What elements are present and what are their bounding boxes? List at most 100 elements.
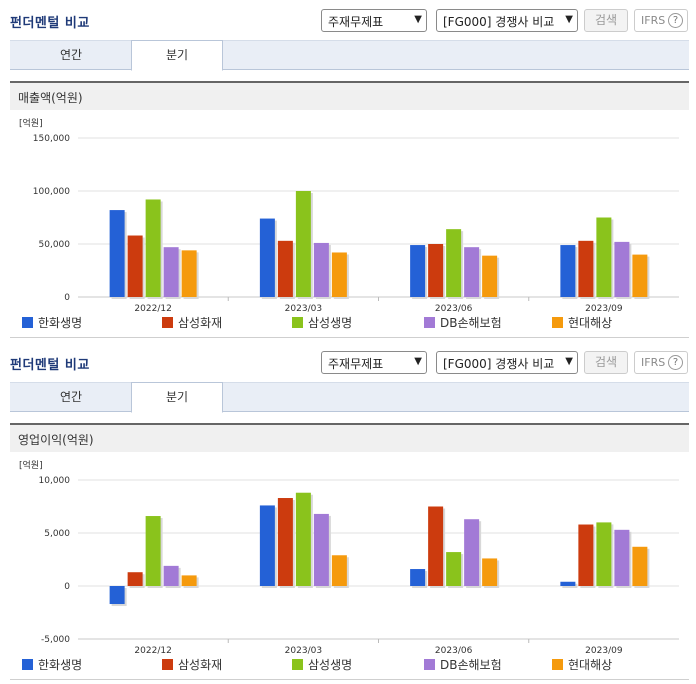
bar <box>331 555 347 586</box>
legend-swatch <box>552 317 563 328</box>
x-tick-label: 2023/06 <box>435 304 473 314</box>
bar <box>181 575 197 586</box>
bar <box>464 519 480 586</box>
legend-item: 삼성화재 <box>162 656 222 673</box>
peer-group-select[interactable]: [FG000] 경쟁사 비교 ▼ <box>436 351 578 374</box>
y-unit-label: [억원] <box>19 459 43 471</box>
tab-annual[interactable]: 연간 <box>59 48 83 62</box>
statement-type-select[interactable]: 주재무제표 ▼ <box>321 351 427 374</box>
search-button[interactable]: 검색 <box>584 9 628 32</box>
x-tick-label: 2023/09 <box>585 304 623 314</box>
bar <box>127 235 143 297</box>
search-button[interactable]: 검색 <box>584 351 628 374</box>
x-tick-label: 2023/03 <box>285 646 322 656</box>
bar <box>163 565 179 586</box>
bar <box>109 586 125 605</box>
bar <box>313 513 329 586</box>
bar <box>446 552 462 586</box>
legend-swatch <box>552 659 563 670</box>
bar <box>632 546 648 586</box>
y-tick-label: 5,000 <box>44 529 70 539</box>
x-tick-label: 2022/12 <box>134 304 171 314</box>
legend-swatch <box>22 317 33 328</box>
section-title: 펀더멘털 비교 <box>10 16 90 31</box>
bar <box>560 245 576 297</box>
bar <box>632 254 648 297</box>
bar <box>428 506 444 586</box>
y-tick-label: -5,000 <box>41 635 70 645</box>
legend-item: 삼성생명 <box>292 314 352 331</box>
operating-profit-chart-svg: [억원] -5,000 0 5,000 10,000 2022/12 2023/03 2023… <box>19 459 679 656</box>
bar <box>331 252 347 297</box>
bar <box>614 529 630 586</box>
period-tabs: 연간 분기 <box>10 382 689 413</box>
fundamental-section-operating-profit: 펀더멘털 비교 주재무제표 ▼ [FG000] 경쟁사 비교 ▼ 검색 IFRS? … <box>0 342 696 684</box>
legend-swatch <box>162 659 173 670</box>
bar <box>181 250 197 297</box>
section-title: 펀더멘털 비교 <box>10 358 90 373</box>
bar <box>482 255 498 297</box>
bar <box>109 210 125 297</box>
bar <box>410 569 426 586</box>
revenue-chart-svg: [억원] 0 50,000 100,000 150,000 2022/12 2023/03 2… <box>19 117 679 314</box>
bar <box>614 241 630 297</box>
ifrs-help-button[interactable]: IFRS? <box>634 9 688 32</box>
legend-item: 한화생명 <box>22 314 82 331</box>
bar <box>145 199 161 297</box>
bar <box>578 524 594 586</box>
chevron-down-icon: ▼ <box>565 356 573 367</box>
x-tick-label: 2023/09 <box>585 646 623 656</box>
chart-heading-bar: 영업이익(억원) <box>10 423 689 452</box>
tab-quarterly[interactable]: 분기 <box>131 382 223 413</box>
question-icon: ? <box>668 355 683 370</box>
chevron-down-icon: ▼ <box>414 14 422 25</box>
bar <box>313 242 329 297</box>
operating-profit-chart: [억원] -5,000 0 5,000 10,000 2022/12 2023/03 2023… <box>10 454 689 679</box>
bar <box>277 240 293 297</box>
x-tick-label: 2022/12 <box>134 646 171 656</box>
bar <box>464 247 480 297</box>
y-tick-label: 150,000 <box>33 134 70 144</box>
tab-annual[interactable]: 연간 <box>59 390 83 404</box>
legend-swatch <box>22 659 33 670</box>
legend-swatch <box>162 317 173 328</box>
y-tick-label: 100,000 <box>33 187 70 197</box>
statement-type-select[interactable]: 주재무제표 ▼ <box>321 9 427 32</box>
bar <box>578 240 594 297</box>
y-tick-label: 0 <box>64 293 70 303</box>
bar <box>482 558 498 586</box>
legend-item: 삼성생명 <box>292 656 352 673</box>
bar <box>428 244 444 297</box>
peer-group-select[interactable]: [FG000] 경쟁사 비교 ▼ <box>436 9 578 32</box>
bar <box>596 217 612 297</box>
chevron-down-icon: ▼ <box>565 14 573 25</box>
tab-quarterly[interactable]: 분기 <box>131 40 223 71</box>
legend-item: 한화생명 <box>22 656 82 673</box>
legend-swatch <box>424 659 435 670</box>
chart-heading: 매출액(억원) <box>18 91 83 105</box>
legend-item: DB손해보험 <box>424 656 502 673</box>
x-tick-label: 2023/03 <box>285 304 322 314</box>
x-tick-label: 2023/06 <box>435 646 473 656</box>
legend-item: DB손해보험 <box>424 314 502 331</box>
question-icon: ? <box>668 13 683 28</box>
bar <box>163 247 179 297</box>
legend-item: 현대해상 <box>552 314 612 331</box>
bar <box>259 505 275 586</box>
y-tick-label: 10,000 <box>39 476 71 486</box>
y-unit-label: [억원] <box>19 117 43 129</box>
legend-swatch <box>292 659 303 670</box>
bar <box>410 245 426 297</box>
y-tick-label: 0 <box>64 582 70 592</box>
divider <box>10 337 689 338</box>
legend-item: 삼성화재 <box>162 314 222 331</box>
chart-legend: 한화생명 삼성화재 삼성생명 DB손해보험 현대해상 <box>22 656 682 672</box>
bar <box>596 522 612 586</box>
bar <box>277 498 293 586</box>
y-tick-label: 50,000 <box>39 240 71 250</box>
revenue-chart: [억원] 0 50,000 100,000 150,000 2022/12 2023/03 2… <box>10 112 689 337</box>
period-tabs: 연간 분기 <box>10 40 689 71</box>
chart-legend: 한화생명 삼성화재 삼성생명 DB손해보험 현대해상 <box>22 314 682 330</box>
ifrs-help-button[interactable]: IFRS? <box>634 351 688 374</box>
bar <box>145 516 161 586</box>
